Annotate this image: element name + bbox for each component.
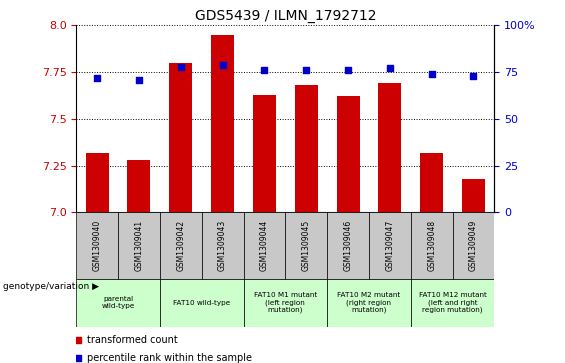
Bar [211, 35, 234, 212]
Text: GSM1309048: GSM1309048 [427, 220, 436, 271]
Bar [76, 212, 118, 279]
Bar [285, 212, 327, 279]
Bar [420, 152, 443, 212]
Point [344, 68, 353, 73]
Bar [244, 212, 285, 279]
Point [93, 75, 102, 81]
Point [469, 73, 478, 79]
Text: GSM1309045: GSM1309045 [302, 220, 311, 271]
Bar [160, 279, 244, 327]
Text: parental
wild-type: parental wild-type [101, 296, 135, 309]
Bar [337, 97, 359, 212]
Text: GSM1309040: GSM1309040 [93, 220, 102, 271]
Text: genotype/variation ▶: genotype/variation ▶ [3, 282, 99, 291]
Text: FAT10 wild-type: FAT10 wild-type [173, 300, 231, 306]
Text: FAT10 M12 mutant
(left and right
region mutation): FAT10 M12 mutant (left and right region … [419, 292, 486, 313]
Bar [244, 279, 327, 327]
Text: GSM1309041: GSM1309041 [134, 220, 144, 271]
Bar [369, 212, 411, 279]
Bar [453, 212, 494, 279]
Text: percentile rank within the sample: percentile rank within the sample [87, 353, 252, 363]
Point [176, 64, 185, 69]
Title: GDS5439 / ILMN_1792712: GDS5439 / ILMN_1792712 [194, 9, 376, 23]
Bar [295, 85, 318, 212]
Bar [462, 179, 485, 212]
Bar [160, 212, 202, 279]
Bar [118, 212, 160, 279]
Bar [128, 160, 150, 212]
Text: FAT10 M2 mutant
(right region
mutation): FAT10 M2 mutant (right region mutation) [337, 292, 401, 313]
Point [260, 68, 269, 73]
Text: GSM1309046: GSM1309046 [344, 220, 353, 271]
Bar [76, 279, 160, 327]
Bar [327, 279, 411, 327]
Point [302, 68, 311, 73]
Point [385, 65, 394, 71]
Bar [411, 212, 453, 279]
Text: GSM1309049: GSM1309049 [469, 220, 478, 271]
Point [134, 77, 144, 82]
Text: GSM1309044: GSM1309044 [260, 220, 269, 271]
Bar [86, 152, 108, 212]
Bar [253, 95, 276, 212]
Bar [379, 83, 401, 212]
Text: GSM1309047: GSM1309047 [385, 220, 394, 271]
Point [427, 71, 436, 77]
Text: GSM1309042: GSM1309042 [176, 220, 185, 271]
Bar [202, 212, 244, 279]
Text: GSM1309043: GSM1309043 [218, 220, 227, 271]
Bar [411, 279, 494, 327]
Text: transformed count: transformed count [87, 335, 177, 345]
Point [218, 62, 227, 68]
Bar [170, 63, 192, 212]
Text: FAT10 M1 mutant
(left region
mutation): FAT10 M1 mutant (left region mutation) [254, 292, 317, 313]
Bar [327, 212, 369, 279]
